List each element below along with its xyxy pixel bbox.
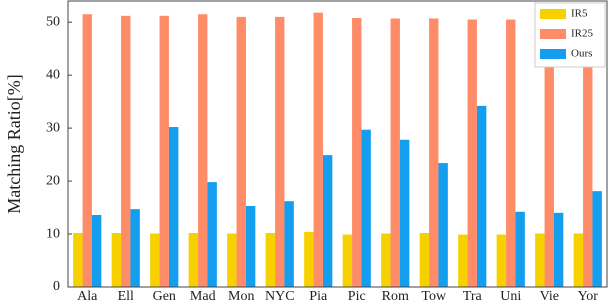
x-tick-label: Rom (382, 289, 409, 302)
bar (352, 17, 362, 287)
bar (544, 19, 554, 287)
bar (476, 105, 487, 287)
y-tick-label: 30 (46, 120, 60, 135)
y-tick-label: 20 (46, 173, 60, 188)
bar (130, 209, 140, 287)
x-tick-label: Gen (153, 289, 176, 302)
bar (121, 15, 131, 288)
y-tick-label: 10 (46, 226, 60, 241)
x-tick-label: Mon (228, 289, 254, 302)
bar (91, 214, 102, 287)
legend-label: Ours (571, 48, 592, 60)
x-tick-label: Mad (190, 289, 216, 302)
bar (73, 232, 83, 287)
bar (361, 129, 371, 287)
bar (496, 234, 507, 287)
x-tick-label: Ala (77, 289, 98, 302)
bar (458, 234, 468, 287)
bar (322, 155, 333, 287)
bar (429, 18, 439, 287)
bar (583, 18, 593, 287)
bar (592, 191, 602, 287)
bar (159, 15, 169, 288)
bar (573, 233, 584, 287)
x-tick-label: Tow (421, 289, 447, 302)
y-tick-label: 0 (53, 279, 60, 294)
bar (236, 16, 246, 288)
bar (198, 14, 208, 287)
bar (82, 14, 92, 287)
legend-swatch (540, 49, 566, 59)
bar (535, 233, 545, 287)
x-tick-label: Pia (309, 289, 328, 302)
bar (245, 205, 256, 287)
bar (419, 232, 430, 287)
bar (381, 233, 391, 287)
y-tick-label: 40 (46, 67, 60, 82)
bar (390, 18, 400, 287)
x-tick-label: Vie (540, 289, 559, 302)
bar (313, 12, 323, 287)
x-tick-label: Pic (348, 289, 366, 302)
x-tick-label: NYC (265, 289, 295, 302)
bar (553, 212, 564, 287)
x-tick-label: Uni (500, 289, 521, 302)
bar (168, 127, 179, 287)
bar (506, 19, 516, 287)
y-tick-label: 50 (46, 14, 60, 29)
bar (304, 231, 314, 287)
bar (265, 232, 276, 287)
bar (342, 234, 353, 287)
x-tick-label: Ell (118, 289, 134, 302)
bar (438, 163, 448, 287)
x-tick-label: Tra (463, 289, 483, 302)
bar (467, 19, 477, 287)
plot-frame (67, 0, 608, 288)
bar (188, 232, 199, 287)
bar (150, 233, 160, 287)
bar (227, 233, 237, 287)
x-tick-label: Yor (578, 289, 599, 302)
y-axis-label: Matching Ratio[%] (4, 74, 24, 213)
bar (207, 182, 217, 287)
bar (515, 211, 525, 287)
legend-label: IR5 (571, 8, 588, 20)
legend-swatch (540, 9, 566, 19)
bar (284, 201, 294, 287)
bar (111, 232, 122, 287)
legend-swatch (540, 29, 566, 39)
legend-label: IR25 (571, 28, 594, 40)
bar (275, 16, 285, 288)
bar (399, 139, 410, 287)
